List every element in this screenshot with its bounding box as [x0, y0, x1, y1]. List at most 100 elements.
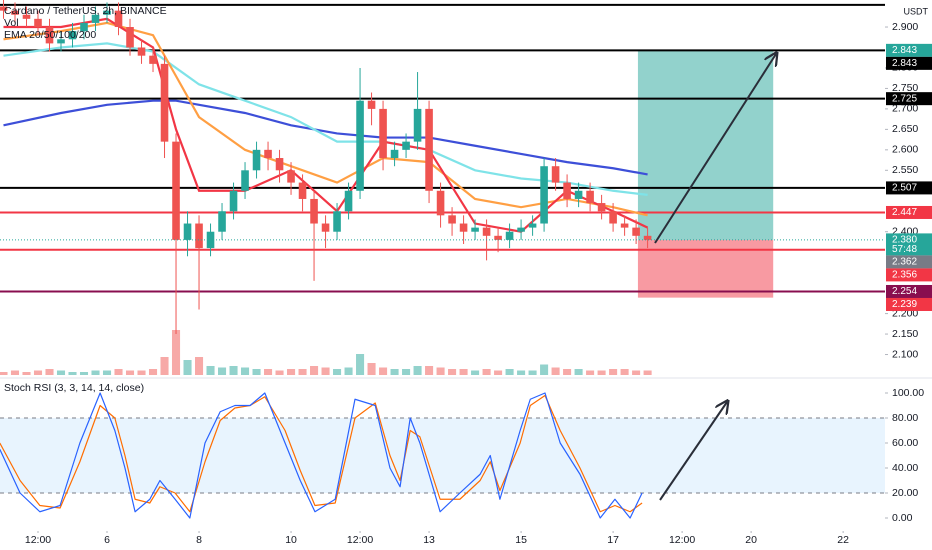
volume-bar	[148, 369, 158, 375]
x-tick-label: 12:00	[25, 534, 51, 546]
y-tick-label: 2.150	[892, 328, 918, 340]
volume-bar	[344, 367, 353, 375]
price-badge-label: 2.507	[892, 183, 917, 194]
volume-bar	[310, 366, 319, 375]
price-badge-label: 2.447	[892, 207, 917, 218]
candle-body	[172, 141, 180, 240]
candle-body	[551, 166, 560, 183]
candle-body	[333, 211, 341, 232]
volume-bar	[551, 367, 560, 375]
volume-bar	[56, 370, 66, 375]
y-tick-label: 2.100	[892, 348, 918, 360]
candle-body	[459, 223, 468, 232]
y-tick-label: 2.700	[892, 103, 918, 115]
volume-bar	[160, 357, 169, 375]
volume-bar	[482, 369, 491, 375]
candle-body	[310, 198, 318, 224]
volume-bar	[402, 369, 411, 375]
volume-bar	[425, 366, 434, 375]
volume-bar	[448, 369, 457, 375]
price-badge	[886, 297, 932, 311]
volume-bar	[459, 369, 468, 375]
candle-body	[448, 215, 456, 224]
candle-body	[241, 170, 249, 191]
candle-body	[45, 27, 54, 44]
y-tick-label: 2.550	[892, 164, 918, 176]
osc-tick-label: 80.00	[892, 412, 918, 424]
candle-body	[68, 31, 77, 40]
x-tick-label: 13	[423, 534, 435, 546]
target-zone	[637, 50, 774, 240]
candle-body	[275, 158, 284, 171]
candle-body	[528, 223, 537, 228]
volume-bar	[505, 369, 514, 375]
volume-bar	[298, 369, 307, 375]
price-badge	[886, 205, 932, 219]
stop-zone	[637, 239, 774, 298]
x-tick-label: 22	[837, 534, 849, 546]
volume-bar	[241, 367, 250, 375]
price-badge-label: 2.843	[892, 58, 917, 69]
osc-tick-label: 0.00	[892, 512, 913, 524]
volume-bar	[22, 372, 31, 375]
volume-bar	[171, 330, 181, 375]
volume-bar	[91, 370, 100, 375]
volume-bar	[252, 369, 261, 375]
price-badge-label: 2.239	[892, 299, 917, 310]
volume-bar	[436, 367, 445, 375]
volume-bar	[114, 369, 123, 375]
candle-body	[367, 100, 376, 109]
candle-body	[22, 14, 31, 19]
price-badge	[886, 181, 932, 195]
candle-body	[218, 211, 226, 232]
ema-legend: EMA 20/50/100/200	[4, 29, 96, 41]
osc-line	[0, 394, 643, 513]
volume-legend: Vol	[4, 17, 19, 29]
candle-body	[505, 231, 514, 240]
price-badge-label: 2.356	[892, 270, 917, 281]
volume-bar	[563, 369, 572, 375]
candle-body	[620, 223, 629, 228]
candle-body	[0, 6, 8, 11]
osc-band	[0, 418, 885, 493]
price-pane	[0, 0, 885, 375]
volume-bar	[643, 370, 652, 375]
price-badge	[886, 92, 932, 106]
volume-bar	[471, 370, 480, 375]
volume-bar	[206, 366, 215, 375]
candle-body	[597, 203, 606, 212]
volume-bar	[609, 369, 618, 375]
candle-body	[298, 182, 307, 199]
candle-body	[252, 149, 261, 171]
volume-bar	[125, 370, 135, 375]
candle-body	[91, 14, 100, 23]
oscillator-pane	[0, 392, 885, 519]
x-tick-label: 12:00	[669, 534, 695, 546]
candle-body	[436, 190, 445, 216]
price-badge	[886, 268, 932, 282]
candle-body	[57, 39, 65, 44]
axes: 12:00681012:0013151712:0020222.9002.8002…	[25, 21, 932, 546]
volume-bar	[229, 366, 238, 375]
candle-body	[482, 227, 491, 236]
candle-body	[11, 10, 19, 15]
candle-body	[574, 190, 583, 199]
candle-body	[471, 227, 479, 232]
price-badge-label: 2.843	[892, 45, 917, 56]
volume-bar	[0, 372, 8, 375]
price-badge-label: 2.725	[892, 93, 917, 104]
candle-body	[264, 149, 272, 159]
candle-body	[494, 235, 502, 240]
volume-bar	[10, 370, 20, 375]
candle-body	[632, 227, 640, 236]
candle-body	[160, 63, 169, 142]
candle-body	[379, 108, 387, 159]
candle-body	[114, 10, 123, 28]
candle-body	[356, 100, 364, 191]
candle-body	[80, 22, 88, 32]
x-tick-label: 20	[745, 534, 757, 546]
price-badge	[886, 56, 932, 70]
volume-bar	[287, 369, 296, 375]
osc-tick-label: 60.00	[892, 437, 918, 449]
